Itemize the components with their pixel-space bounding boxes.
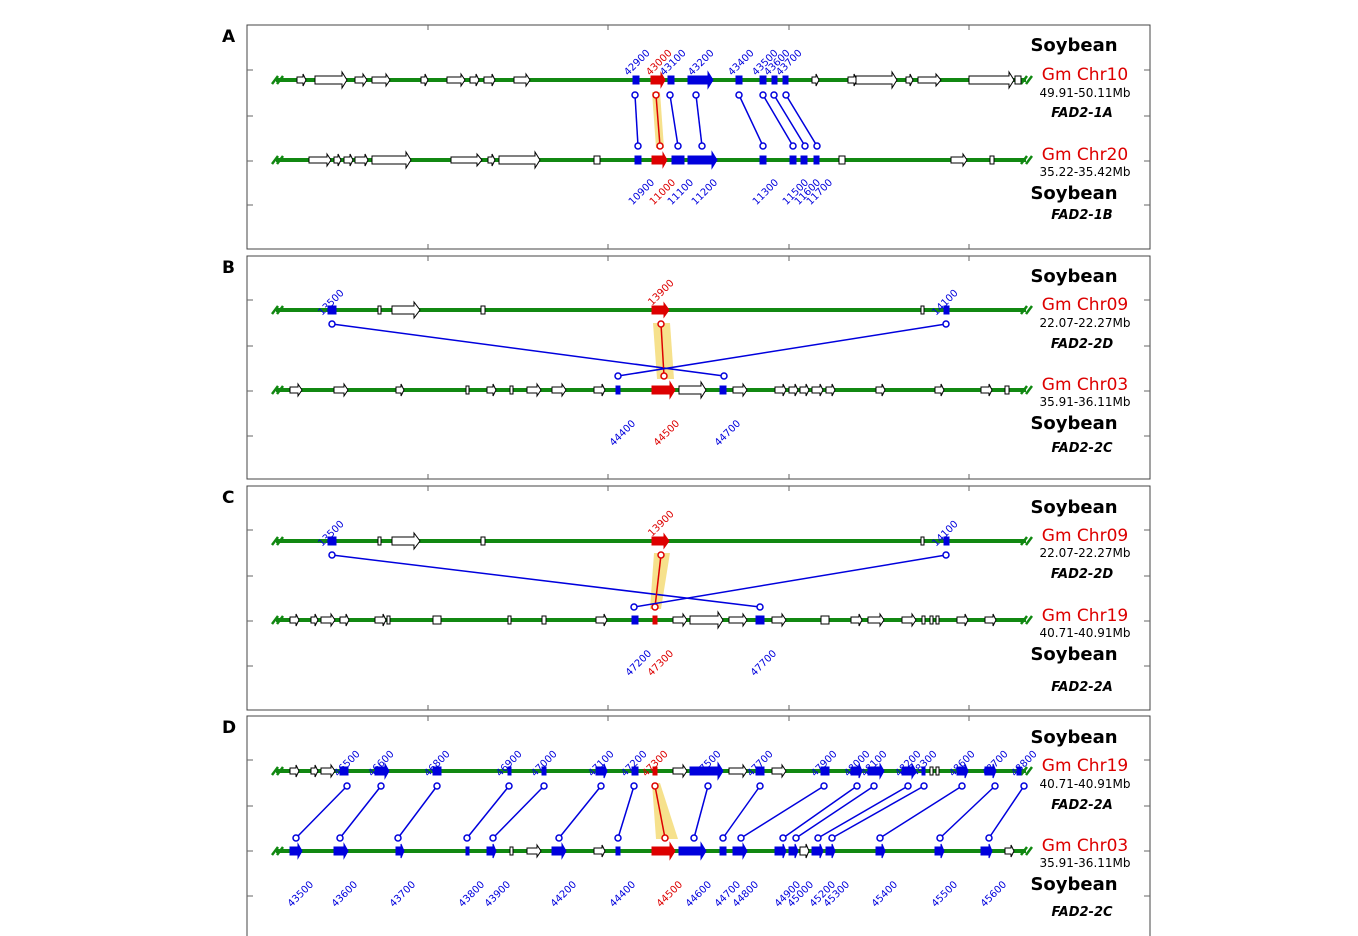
species-label: Soybean <box>1030 497 1117 518</box>
genes-bottom <box>289 610 997 630</box>
gene-label: 11300 <box>751 177 781 207</box>
axis-ticks <box>247 486 1150 710</box>
genes-bottom <box>289 841 1015 861</box>
range-label: 35.91-36.11Mb <box>1039 395 1130 409</box>
gene-label: 44600 <box>684 879 714 909</box>
species-label: Soybean <box>1030 413 1117 434</box>
bottom-gene-labels: 47200 47300 47700 <box>624 648 779 678</box>
range-label: 35.22-35.42Mb <box>1039 165 1130 179</box>
panel-frame <box>246 485 1151 711</box>
gene-label: 44700 <box>713 418 743 448</box>
synteny-links <box>292 782 1028 842</box>
species-label: Soybean <box>1030 874 1117 895</box>
gene-name: FAD2-2C <box>1051 905 1113 920</box>
chromosome-label: Gm Chr10 <box>1042 65 1128 85</box>
gene-label: 48800 <box>1009 749 1039 779</box>
right-labels: Soybean Gm Chr09 22.07-22.27Mb FAD2-2D G… <box>1030 266 1130 456</box>
gene-label: 44400 <box>608 879 638 909</box>
target-highlight <box>652 783 678 839</box>
gene-name: FAD2-2A <box>1051 798 1113 813</box>
genes-top <box>296 70 1022 90</box>
range-label: 49.91-50.11Mb <box>1039 86 1130 100</box>
species-label: Soybean <box>1030 35 1117 56</box>
gene-label: 43700 <box>388 879 418 909</box>
chromosome-bottom <box>271 615 1033 625</box>
bottom-gene-labels: 44400 44500 44700 <box>608 418 743 448</box>
gene-label: 43900 <box>483 879 513 909</box>
panel-frame <box>246 24 1151 250</box>
gene-label: 43400 <box>726 48 756 78</box>
right-labels: Soybean Gm Chr19 40.71-40.91Mb FAD2-2A G… <box>1030 727 1130 920</box>
chromosome-label: Gm Chr19 <box>1042 756 1128 776</box>
chromosome-label: Gm Chr09 <box>1042 295 1128 315</box>
panel-letter: C <box>222 488 234 508</box>
gene-name: FAD2-2A <box>1051 680 1113 695</box>
gene-name: FAD2-2C <box>1051 441 1113 456</box>
gene-label: 44400 <box>608 418 638 448</box>
bottom-gene-labels: 10900 11000 11100 11200 11300 11500 1160… <box>627 177 835 207</box>
synteny-links <box>631 91 821 150</box>
genes-top <box>327 300 950 320</box>
gene-label: 43600 <box>330 879 360 909</box>
panel-letter: B <box>222 258 235 278</box>
gene-name: FAD2-1B <box>1051 208 1113 223</box>
target-highlight <box>650 553 670 609</box>
panel-letter: D <box>222 718 236 738</box>
gene-label: 43500 <box>286 879 316 909</box>
gene-name: FAD2-1A <box>1051 106 1113 121</box>
gene-label: 13900 <box>646 278 676 308</box>
genes-bottom <box>308 150 995 170</box>
species-label: Soybean <box>1030 183 1117 204</box>
gene-name: FAD2-2D <box>1051 567 1114 582</box>
species-label: Soybean <box>1030 266 1117 287</box>
range-label: 22.07-22.27Mb <box>1039 546 1130 560</box>
gene-name: FAD2-2D <box>1051 337 1114 352</box>
panel-c: C <box>222 485 1151 711</box>
gene-label: 44500 <box>652 418 682 448</box>
chromosome-label: Gm Chr09 <box>1042 526 1128 546</box>
gene-label: 43800 <box>457 879 487 909</box>
genes-bottom <box>289 380 1010 400</box>
gene-label: 13900 <box>646 509 676 539</box>
panel-frame <box>246 255 1151 480</box>
synteny-links <box>328 551 950 611</box>
range-label: 40.71-40.91Mb <box>1039 626 1130 640</box>
axis-ticks <box>247 716 1150 897</box>
species-label: Soybean <box>1030 644 1117 665</box>
range-label: 40.71-40.91Mb <box>1039 777 1130 791</box>
chromosome-label: Gm Chr19 <box>1042 606 1128 626</box>
chromosome-label: Gm Chr03 <box>1042 836 1128 856</box>
bottom-gene-labels: 43500 43600 43700 43800 43900 44200 4440… <box>286 879 1009 909</box>
panel-b: B <box>222 255 1151 480</box>
range-label: 35.91-36.11Mb <box>1039 856 1130 870</box>
gene-label: 45600 <box>979 879 1009 909</box>
top-gene-labels: 42900 43000 43100 43200 43400 43500 4360… <box>622 48 804 78</box>
genes-top <box>327 531 950 551</box>
panel-d: D <box>222 715 1151 936</box>
chromosome-label: Gm Chr20 <box>1042 145 1128 165</box>
right-labels: Soybean Gm Chr09 22.07-22.27Mb FAD2-2D G… <box>1030 497 1130 695</box>
chromosome-top <box>271 766 1033 776</box>
target-highlight <box>653 323 674 379</box>
gene-label: 43200 <box>686 48 716 78</box>
range-label: 22.07-22.27Mb <box>1039 316 1130 330</box>
gene-label: 48700 <box>980 749 1010 779</box>
gene-label: 44200 <box>549 879 579 909</box>
panel-frame <box>246 715 1151 936</box>
gene-label: 45400 <box>870 879 900 909</box>
chromosome-label: Gm Chr03 <box>1042 375 1128 395</box>
synteny-links <box>328 320 950 380</box>
genes-top <box>289 761 1022 781</box>
gene-label: 11200 <box>690 177 720 207</box>
axis-ticks <box>247 25 1150 249</box>
species-label: Soybean <box>1030 727 1117 748</box>
panel-a: A <box>222 24 1151 250</box>
right-labels: Soybean Gm Chr10 49.91-50.11Mb FAD2-1A G… <box>1030 35 1130 223</box>
gene-label: 44500 <box>655 879 685 909</box>
axis-ticks <box>247 256 1150 479</box>
gene-label: 47700 <box>749 648 779 678</box>
gene-label: 45500 <box>930 879 960 909</box>
panel-letter: A <box>222 27 236 47</box>
